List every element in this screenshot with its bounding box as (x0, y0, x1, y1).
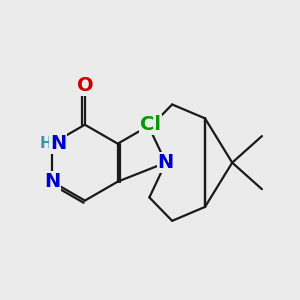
Text: N: N (44, 172, 60, 191)
Text: Cl: Cl (140, 115, 161, 134)
Text: H: H (39, 136, 52, 151)
Text: N: N (50, 134, 66, 153)
Text: N: N (158, 153, 174, 172)
Text: O: O (76, 76, 93, 95)
